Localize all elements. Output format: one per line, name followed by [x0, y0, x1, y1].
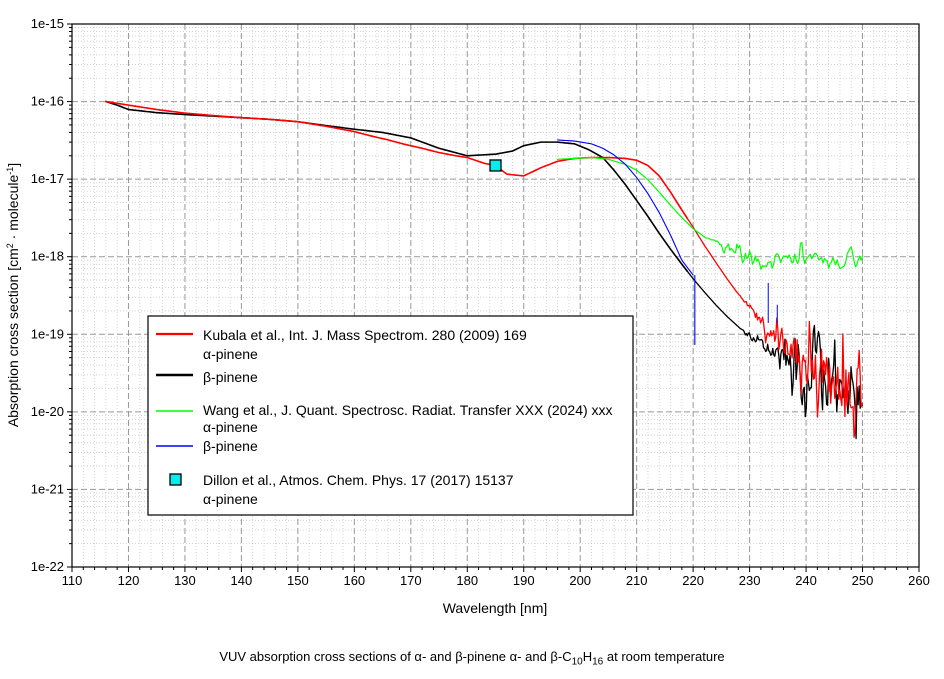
svg-text:Dillon et al., Atmos. Chem. Ph: Dillon et al., Atmos. Chem. Phys. 17 (20…	[203, 472, 514, 488]
svg-text:120: 120	[118, 573, 140, 588]
svg-text:260: 260	[908, 573, 930, 588]
svg-text:110: 110	[62, 573, 83, 588]
svg-text:220: 220	[682, 573, 704, 588]
svg-text:1e-19: 1e-19	[31, 326, 64, 341]
svg-text:β-pinene: β-pinene	[203, 369, 258, 385]
svg-text:230: 230	[739, 573, 761, 588]
svg-text:130: 130	[174, 573, 196, 588]
svg-text:170: 170	[400, 573, 422, 588]
svg-text:Absorption cross section [cm2: Absorption cross section [cm2 · molecule…	[5, 163, 21, 427]
svg-text:1e-21: 1e-21	[31, 481, 64, 496]
svg-text:1e-18: 1e-18	[31, 249, 64, 264]
svg-text:1e-16: 1e-16	[31, 94, 64, 109]
svg-text:190: 190	[513, 573, 535, 588]
svg-text:200: 200	[569, 573, 591, 588]
svg-text:α-pinene: α-pinene	[203, 419, 258, 435]
svg-text:250: 250	[852, 573, 874, 588]
svg-text:α-pinene: α-pinene	[203, 491, 258, 507]
svg-text:β-pinene: β-pinene	[203, 438, 258, 454]
svg-text:Wavelength [nm]: Wavelength [nm]	[443, 600, 548, 616]
svg-text:Kubala et al., Int. J. Mass Sp: Kubala et al., Int. J. Mass Spectrom. 28…	[203, 327, 527, 343]
svg-text:180: 180	[456, 573, 478, 588]
svg-text:Wang et al., J. Quant. Spectro: Wang et al., J. Quant. Spectrosc. Radiat…	[203, 402, 613, 418]
svg-text:140: 140	[231, 573, 253, 588]
svg-text:240: 240	[795, 573, 817, 588]
svg-text:150: 150	[287, 573, 309, 588]
svg-text:160: 160	[343, 573, 365, 588]
svg-text:1e-15: 1e-15	[31, 16, 64, 31]
svg-text:1e-22: 1e-22	[31, 559, 64, 574]
svg-text:1e-20: 1e-20	[31, 404, 64, 419]
svg-text:α-pinene: α-pinene	[203, 346, 258, 362]
svg-text:1e-17: 1e-17	[31, 171, 64, 186]
svg-text:210: 210	[626, 573, 648, 588]
